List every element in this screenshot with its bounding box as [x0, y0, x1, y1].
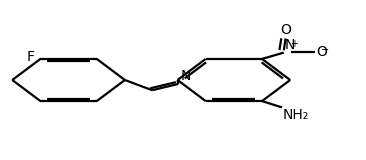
Text: N: N [180, 69, 191, 83]
Text: N: N [285, 38, 295, 52]
Text: O: O [280, 23, 291, 37]
Text: NH₂: NH₂ [283, 108, 309, 122]
Text: F: F [27, 50, 35, 64]
Text: −: − [321, 45, 329, 55]
Text: +: + [290, 39, 298, 49]
Text: O: O [316, 45, 326, 59]
